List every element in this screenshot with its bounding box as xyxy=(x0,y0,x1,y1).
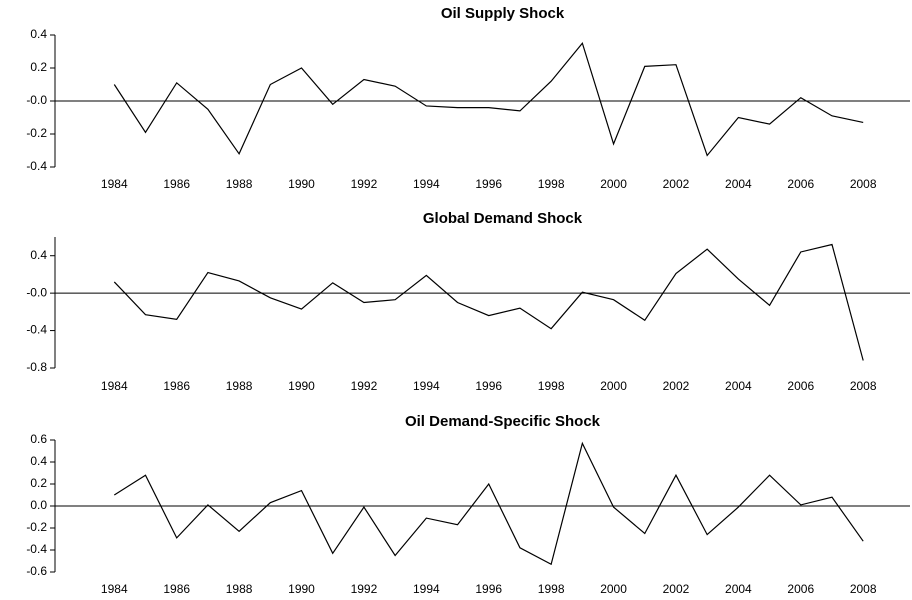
x-tick-label: 2006 xyxy=(787,379,814,393)
chart-title: Oil Demand-Specific Shock xyxy=(405,413,601,430)
x-tick-label: 2000 xyxy=(600,379,627,393)
x-tick-label: 1992 xyxy=(351,379,378,393)
y-tick-label: 0.2 xyxy=(30,476,47,490)
y-tick-label: 0.4 xyxy=(30,454,47,468)
x-tick-label: 1988 xyxy=(226,379,253,393)
x-tick-label: 1984 xyxy=(101,177,128,191)
y-tick-label: -0.4 xyxy=(26,542,47,556)
x-tick-label: 2004 xyxy=(725,177,752,191)
x-tick-label: 1984 xyxy=(101,582,128,596)
x-tick-label: 2006 xyxy=(787,177,814,191)
y-tick-label: -0.6 xyxy=(26,564,47,578)
x-tick-label: 1988 xyxy=(226,582,253,596)
x-tick-label: 2006 xyxy=(787,582,814,596)
x-tick-label: 2008 xyxy=(850,379,877,393)
x-tick-label: 1984 xyxy=(101,379,128,393)
x-tick-label: 2000 xyxy=(600,177,627,191)
x-tick-label: 1988 xyxy=(226,177,253,191)
x-tick-label: 1992 xyxy=(351,582,378,596)
x-tick-label: 1990 xyxy=(288,177,315,191)
x-tick-label: 1986 xyxy=(163,379,190,393)
y-tick-label: -0.4 xyxy=(26,159,47,173)
y-tick-label: -0.2 xyxy=(26,520,47,534)
chart-title: Global Demand Shock xyxy=(423,210,583,227)
x-tick-label: 1998 xyxy=(538,379,565,393)
y-tick-label: -0.2 xyxy=(26,126,47,140)
chart-title: Oil Supply Shock xyxy=(441,5,565,22)
data-line xyxy=(113,441,864,566)
x-tick-label: 1996 xyxy=(475,582,502,596)
x-tick-label: 1998 xyxy=(538,177,565,191)
data-line xyxy=(113,243,864,361)
x-tick-label: 1994 xyxy=(413,177,440,191)
x-tick-label: 2004 xyxy=(725,379,752,393)
y-tick-label: -0.0 xyxy=(26,93,47,107)
x-tick-label: 1996 xyxy=(475,379,502,393)
x-tick-label: 2004 xyxy=(725,582,752,596)
x-tick-label: 1998 xyxy=(538,582,565,596)
x-tick-label: 1996 xyxy=(475,177,502,191)
y-tick-label: 0.2 xyxy=(30,60,47,74)
y-tick-label: 0.6 xyxy=(30,432,47,446)
x-tick-label: 1994 xyxy=(413,379,440,393)
y-tick-label: 0.4 xyxy=(30,248,47,262)
x-tick-label: 1986 xyxy=(163,177,190,191)
y-tick-label: 0.4 xyxy=(30,27,47,41)
y-tick-label: -0.8 xyxy=(26,360,47,374)
data-line xyxy=(113,42,864,157)
x-tick-label: 1994 xyxy=(413,582,440,596)
y-tick-label: 0.0 xyxy=(30,498,47,512)
y-tick-label: -0.0 xyxy=(26,285,47,299)
x-tick-label: 2002 xyxy=(663,379,690,393)
x-tick-label: 1990 xyxy=(288,582,315,596)
x-tick-label: 2000 xyxy=(600,582,627,596)
y-tick-label: -0.4 xyxy=(26,323,47,337)
x-tick-label: 2002 xyxy=(663,177,690,191)
x-tick-label: 1990 xyxy=(288,379,315,393)
x-tick-label: 2008 xyxy=(850,582,877,596)
x-tick-label: 1992 xyxy=(351,177,378,191)
x-tick-label: 2002 xyxy=(663,582,690,596)
x-tick-label: 2008 xyxy=(850,177,877,191)
x-tick-label: 1986 xyxy=(163,582,190,596)
